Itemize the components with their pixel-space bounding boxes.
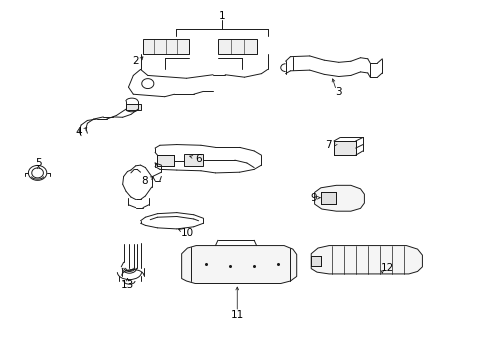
- Polygon shape: [310, 246, 422, 274]
- Polygon shape: [142, 39, 188, 54]
- Polygon shape: [183, 154, 203, 166]
- Polygon shape: [310, 256, 320, 266]
- Text: 5: 5: [35, 158, 42, 168]
- Text: 10: 10: [181, 228, 194, 238]
- Text: 8: 8: [141, 176, 147, 186]
- Text: 12: 12: [380, 263, 393, 273]
- Text: 9: 9: [310, 193, 316, 203]
- Polygon shape: [314, 185, 364, 211]
- Text: 7: 7: [325, 140, 331, 149]
- Text: 2: 2: [132, 56, 138, 66]
- Polygon shape: [181, 246, 296, 283]
- Text: 1: 1: [218, 11, 224, 21]
- Polygon shape: [218, 39, 256, 54]
- Text: 3: 3: [335, 87, 342, 98]
- Polygon shape: [157, 155, 174, 166]
- Polygon shape: [333, 141, 355, 155]
- Text: 6: 6: [194, 154, 201, 164]
- Polygon shape: [320, 192, 336, 204]
- Text: 4: 4: [75, 127, 82, 137]
- Text: 13: 13: [121, 280, 134, 289]
- Text: 11: 11: [230, 310, 244, 320]
- Polygon shape: [126, 104, 140, 110]
